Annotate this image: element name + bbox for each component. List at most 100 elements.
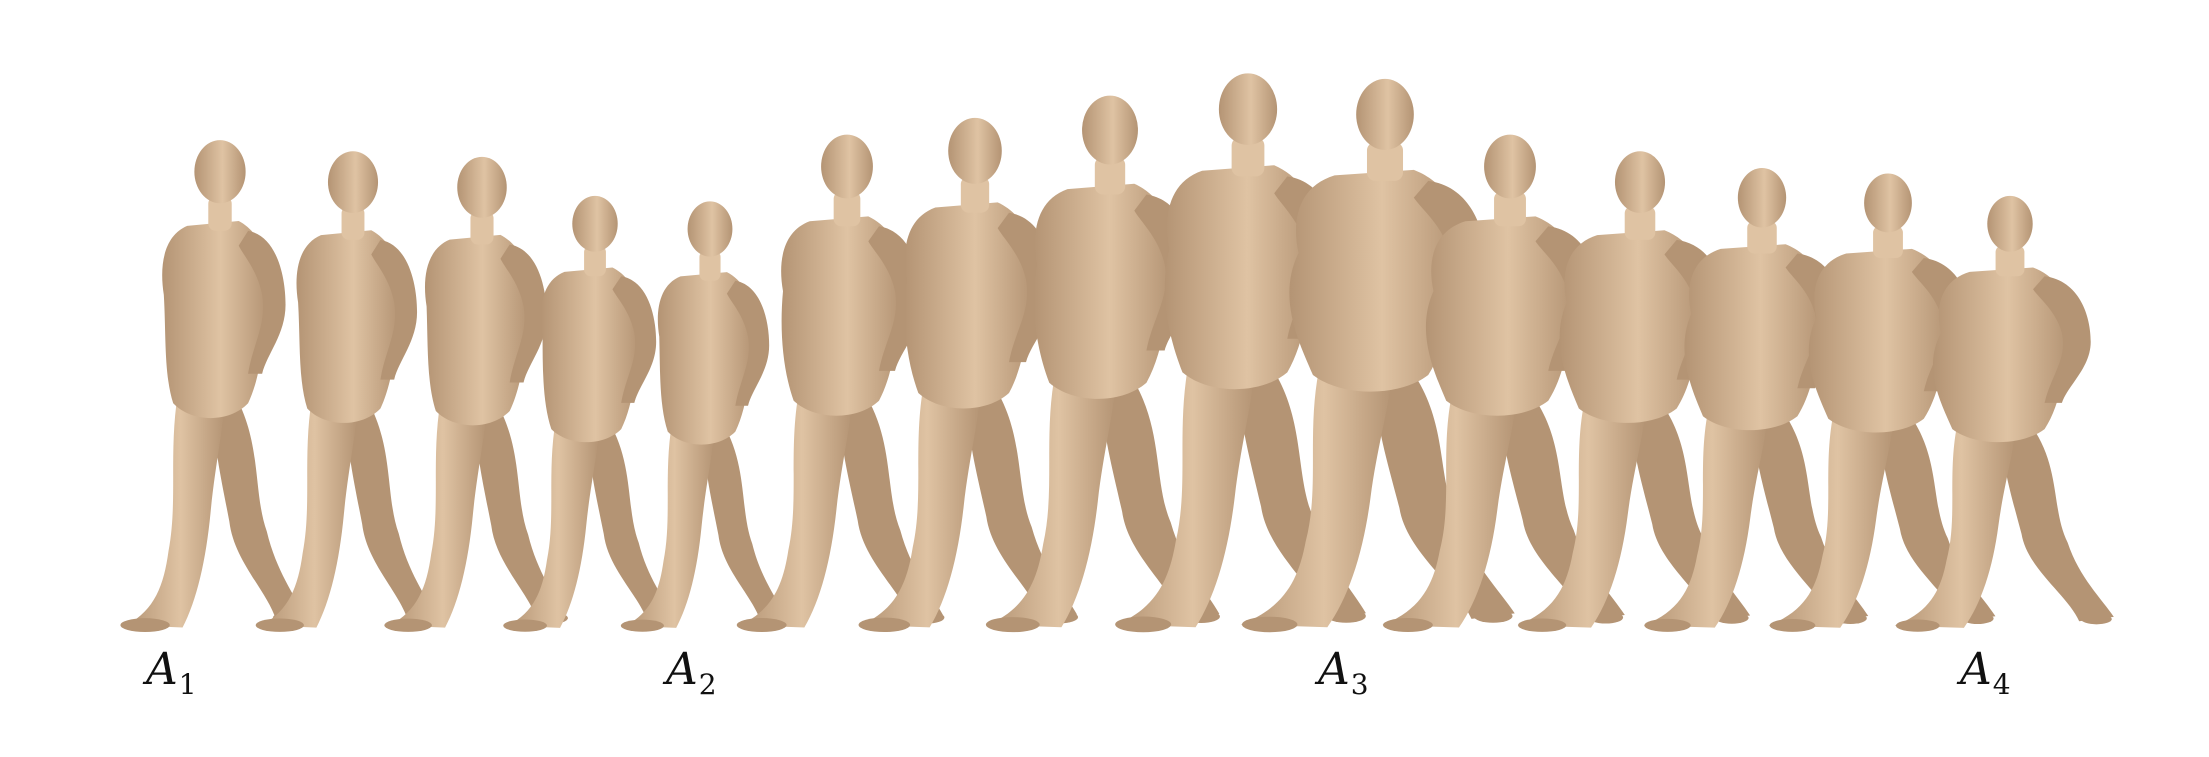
- back-leg: [1754, 406, 1869, 621]
- torso: [781, 216, 902, 416]
- back-leg: [2002, 420, 2114, 622]
- front-foot: [1644, 618, 1691, 632]
- front-leg: [988, 371, 1117, 628]
- front-foot: [120, 618, 170, 632]
- neck: [1873, 225, 1903, 259]
- torso: [1808, 248, 1949, 433]
- head: [1218, 73, 1278, 146]
- back-leg: [1239, 361, 1366, 619]
- front-foot: [620, 619, 664, 632]
- neck: [341, 206, 365, 240]
- body-figure: [985, 95, 1220, 633]
- torso: [1684, 244, 1823, 431]
- head: [1987, 195, 2033, 252]
- front-foot: [985, 617, 1040, 633]
- front-leg: [1382, 390, 1517, 628]
- torso: [541, 267, 640, 443]
- torso: [1289, 169, 1459, 392]
- back-leg: [1102, 371, 1220, 620]
- arm: [500, 244, 547, 383]
- label-a1: A1: [146, 644, 197, 701]
- front-foot: [503, 619, 547, 632]
- front-leg: [1894, 420, 2016, 628]
- head: [1356, 78, 1414, 150]
- front-foot: [1895, 619, 1940, 632]
- front-foot: [1115, 616, 1172, 633]
- torso: [1033, 183, 1172, 399]
- neck: [1494, 191, 1526, 227]
- front-leg: [1517, 398, 1647, 628]
- back-leg: [704, 423, 787, 622]
- front-leg: [740, 390, 853, 628]
- head: [1082, 95, 1138, 165]
- torso: [296, 230, 400, 423]
- torso: [424, 234, 530, 426]
- neck: [1231, 137, 1265, 177]
- arm: [238, 230, 286, 374]
- front-foot: [1383, 618, 1433, 632]
- back-leg: [1880, 409, 1996, 621]
- neck: [584, 245, 606, 277]
- head: [687, 201, 733, 257]
- back-leg: [840, 390, 943, 621]
- label-a4: A4: [1960, 644, 2011, 701]
- neck: [208, 196, 232, 231]
- head: [457, 156, 507, 218]
- neck: [470, 211, 494, 245]
- head: [194, 140, 246, 204]
- body-figure: [503, 195, 676, 632]
- neck: [1624, 206, 1656, 240]
- back-leg: [1375, 363, 1515, 619]
- back-leg: [1501, 390, 1625, 621]
- neck: [1995, 245, 2025, 277]
- torso: [904, 202, 1033, 409]
- back-leg: [214, 393, 305, 621]
- head: [327, 151, 379, 213]
- back-leg: [347, 398, 436, 621]
- torso: [1559, 230, 1703, 423]
- neck: [699, 250, 721, 281]
- front-foot: [1518, 618, 1567, 632]
- back-leg: [476, 401, 566, 621]
- torso: [1164, 165, 1315, 390]
- front-leg: [1116, 361, 1255, 628]
- back-leg: [967, 382, 1078, 620]
- torso: [162, 220, 268, 419]
- torso: [657, 272, 754, 445]
- body-figure: [255, 151, 439, 632]
- label-a3: A3: [1318, 644, 1369, 701]
- front-leg: [507, 420, 600, 628]
- front-leg: [625, 423, 715, 628]
- back-foot: [2081, 613, 2112, 625]
- front-leg: [861, 382, 981, 628]
- arm: [726, 280, 770, 406]
- front-foot: [255, 618, 304, 632]
- body-figure: [620, 201, 789, 632]
- front-foot: [858, 617, 911, 633]
- front-foot: [384, 618, 432, 632]
- arm: [371, 239, 418, 380]
- neck: [1366, 142, 1404, 181]
- torso: [1425, 216, 1576, 416]
- neck: [960, 176, 990, 213]
- torso: [1932, 267, 2069, 443]
- head: [1484, 134, 1536, 199]
- label-a2: A2: [666, 644, 717, 701]
- back-leg: [1632, 398, 1751, 621]
- front-leg: [389, 401, 487, 628]
- back-foot: [1714, 612, 1749, 624]
- front-leg: [261, 398, 358, 628]
- head: [1864, 173, 1912, 233]
- front-leg: [1768, 409, 1894, 628]
- arm: [2033, 276, 2091, 403]
- front-leg: [1240, 363, 1393, 628]
- back-foot: [1473, 609, 1513, 623]
- front-foot: [736, 618, 787, 632]
- head: [1737, 167, 1787, 228]
- back-leg: [589, 420, 674, 622]
- head: [1614, 151, 1666, 213]
- body-figure: [120, 140, 308, 632]
- body-figure: [858, 117, 1079, 633]
